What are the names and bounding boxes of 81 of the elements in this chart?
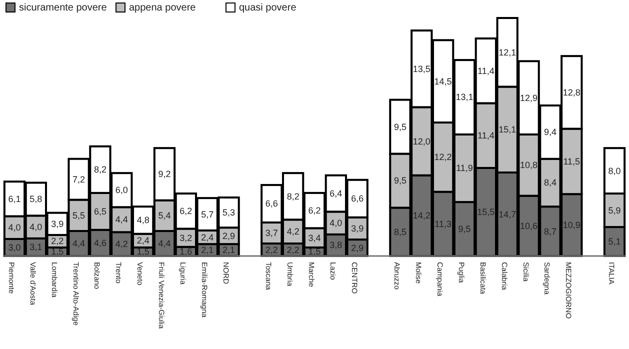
data-label: 9,5 — [458, 224, 471, 234]
data-label: 10,8 — [520, 160, 538, 170]
data-label: 4,4 — [158, 238, 171, 249]
data-label: 6,2 — [180, 206, 192, 216]
data-label: 3,7 — [265, 228, 278, 238]
data-label: 13,5 — [412, 64, 430, 74]
data-label: 7,2 — [72, 174, 86, 184]
data-label: 4,0 — [30, 222, 42, 232]
data-label: 5,7 — [201, 209, 214, 220]
data-label: 6,6 — [351, 194, 364, 204]
data-label: 5,1 — [608, 236, 621, 247]
data-label: 10,9 — [562, 220, 580, 230]
data-label: 5,5 — [72, 210, 86, 220]
data-label: 11,3 — [434, 218, 452, 229]
data-label: 10,6 — [520, 220, 538, 231]
data-label: 2,2 — [51, 236, 64, 246]
data-label: 6,6 — [265, 198, 278, 209]
data-label: 4,4 — [72, 238, 86, 249]
data-label: 9,5 — [394, 176, 406, 186]
data-label: 11,4 — [478, 66, 494, 76]
data-label: 2,2 — [265, 244, 278, 255]
data-label: 4,0 — [330, 218, 342, 228]
data-label: 8,5 — [394, 226, 406, 237]
data-label: 9,5 — [394, 122, 406, 132]
data-label: 2,9 — [351, 242, 364, 253]
data-label: 12,1 — [498, 47, 516, 58]
data-label: 6,0 — [115, 185, 128, 196]
data-label: 6,1 — [8, 194, 21, 204]
data-label: 15,1 — [498, 124, 516, 135]
data-label: 3,9 — [51, 218, 64, 229]
data-label: 4,8 — [136, 215, 150, 226]
data-label: 14,7 — [498, 209, 516, 220]
data-label: 12,8 — [562, 87, 580, 98]
data-label: 11,4 — [478, 130, 494, 141]
data-label: 3,2 — [180, 232, 192, 243]
data-label: 5,8 — [30, 194, 42, 204]
data-label: 11,9 — [456, 163, 473, 174]
data-label: 8,0 — [608, 166, 621, 176]
data-label: 12,0 — [412, 136, 430, 146]
data-label: 13,1 — [456, 92, 474, 102]
data-label: 9,4 — [544, 127, 556, 138]
data-label: 14,5 — [434, 76, 452, 86]
data-label: 12,2 — [434, 152, 452, 162]
data-label: 6,2 — [308, 206, 321, 216]
legend-label: sicuramente povere — [19, 2, 108, 14]
data-label: 12,9 — [520, 92, 538, 103]
legend-label: appena povere — [129, 2, 196, 14]
data-label: 8,7 — [544, 226, 556, 236]
data-label: 4,6 — [94, 238, 106, 248]
data-label: 4,4 — [115, 214, 128, 225]
data-label: 3,4 — [308, 232, 321, 243]
data-label: 2,4 — [201, 232, 214, 242]
data-label: 5,3 — [222, 208, 236, 218]
data-label: 8,2 — [94, 164, 106, 175]
data-label: 3,1 — [30, 242, 42, 252]
legend-label: quasi povere — [239, 2, 297, 14]
data-label: 2,9 — [222, 230, 236, 241]
data-label: 3,0 — [8, 242, 21, 252]
data-label: 5,4 — [158, 210, 171, 221]
data-label: 8,4 — [544, 178, 556, 188]
data-label: 15,5 — [477, 206, 495, 217]
data-label: 9,2 — [158, 169, 171, 180]
data-label: 4,0 — [8, 222, 21, 233]
data-label: 1,5 — [308, 246, 321, 257]
data-label: 8,2 — [286, 191, 300, 202]
data-label: 1,5 — [136, 246, 150, 257]
data-label: 6,5 — [94, 206, 106, 216]
data-label: 2,4 — [136, 236, 150, 246]
data-label: 11,5 — [563, 156, 580, 166]
data-label: 6,4 — [330, 188, 342, 199]
data-label: 2,1 — [222, 245, 236, 256]
data-label: 1,5 — [51, 246, 64, 257]
data-label: 5,9 — [608, 205, 621, 216]
data-label: 2,1 — [201, 245, 214, 256]
data-label: 4,2 — [115, 239, 128, 250]
data-label: 3,8 — [330, 240, 342, 250]
data-label: 2,2 — [286, 244, 300, 255]
data-label: 14,2 — [412, 210, 430, 221]
data-label: 4,2 — [286, 226, 300, 237]
data-label: 3,9 — [351, 223, 364, 234]
data-label: 1,6 — [180, 246, 192, 256]
